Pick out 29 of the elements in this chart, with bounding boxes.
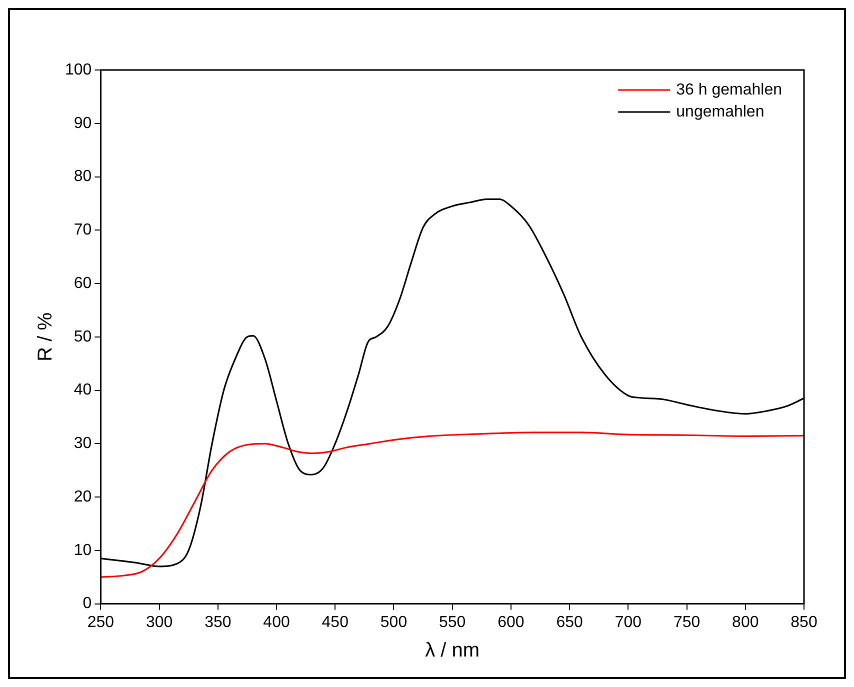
y-tick-label: 50 [74,328,92,346]
y-tick-label: 20 [74,488,92,506]
x-tick-label: 650 [556,614,584,631]
line-series [100,432,804,578]
x-tick-label: 700 [614,614,642,631]
x-tick-label: 850 [790,614,818,631]
y-tick-label: 30 [74,435,92,452]
x-tick-label: 600 [498,614,524,631]
y-tick-label: 60 [74,274,92,292]
x-tick-label: 300 [146,614,173,631]
y-tick-label: 0 [82,595,92,612]
x-tick-label: 450 [322,614,349,631]
y-tick-label: 10 [74,542,92,559]
x-tick-label: 400 [263,614,290,631]
x-tick-label: 350 [204,614,232,631]
x-tick-label: 800 [732,614,759,631]
y-tick-label: 100 [64,61,92,78]
y-tick-label: 40 [74,382,92,399]
y-axis-title: R / % [34,312,57,362]
x-tick-label: 500 [380,614,408,631]
legend-label: ungemahlen [676,103,764,120]
y-tick-label: 90 [74,114,92,132]
x-axis-title: λ / nm [425,640,480,662]
legend-label: 36 h gemahlen [676,81,782,98]
x-tick-label: 550 [438,614,466,631]
y-tick-label: 80 [74,168,92,186]
y-tick-label: 70 [74,222,92,239]
x-tick-label: 250 [87,614,114,631]
x-tick-label: 750 [673,614,700,631]
